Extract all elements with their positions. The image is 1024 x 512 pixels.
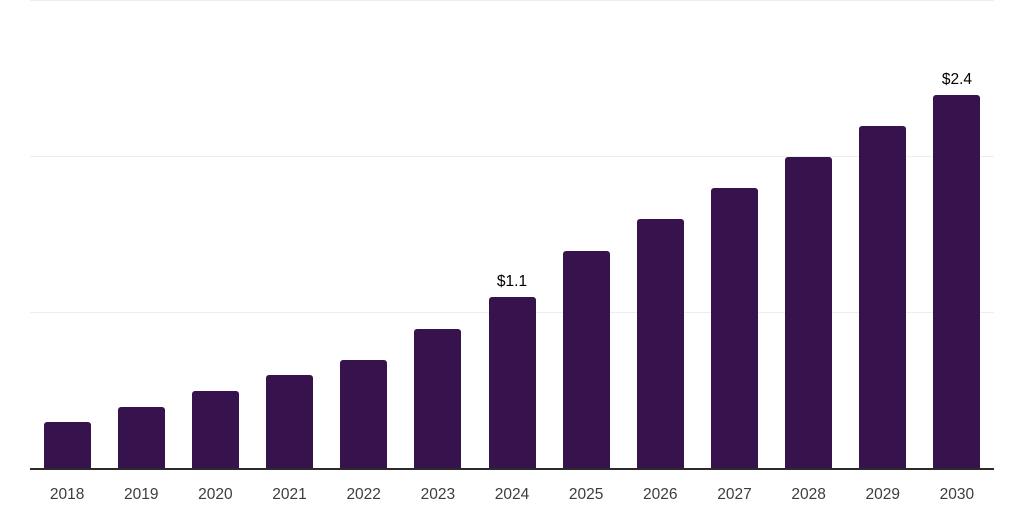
x-tick-label-2022: 2022 bbox=[346, 486, 381, 503]
gridline bbox=[30, 0, 994, 1]
x-tick-label-2021: 2021 bbox=[272, 486, 307, 503]
bar-2023 bbox=[414, 328, 462, 469]
x-tick-label-2023: 2023 bbox=[420, 486, 456, 503]
bar-2022 bbox=[340, 359, 388, 469]
x-axis-line bbox=[30, 468, 994, 470]
bar-2028 bbox=[785, 157, 833, 469]
x-tick-label-2019: 2019 bbox=[123, 486, 159, 503]
bar-2024 bbox=[488, 297, 536, 469]
bar-2018 bbox=[43, 422, 91, 469]
x-tick-label-2024: 2024 bbox=[494, 486, 530, 503]
bar-2021 bbox=[266, 375, 314, 469]
bar-2027 bbox=[710, 188, 758, 469]
bar-2029 bbox=[859, 125, 907, 469]
bar-value-label-2024: $1.1 bbox=[496, 273, 528, 291]
bar-2025 bbox=[562, 250, 610, 469]
bar-2019 bbox=[117, 406, 165, 469]
x-tick-label-2020: 2020 bbox=[198, 486, 233, 503]
x-tick-label-2026: 2026 bbox=[643, 486, 678, 503]
x-tick-label-2028: 2028 bbox=[791, 486, 826, 503]
bar-2026 bbox=[636, 219, 684, 469]
bar-value-label-2030: $2.4 bbox=[941, 70, 972, 88]
x-tick-label-2027: 2027 bbox=[717, 486, 752, 503]
gridline bbox=[30, 156, 994, 157]
x-tick-label-2029: 2029 bbox=[865, 486, 900, 503]
bar-2030 bbox=[933, 94, 981, 469]
bar-2020 bbox=[191, 391, 239, 469]
x-tick-label-2018: 2018 bbox=[49, 486, 85, 503]
x-tick-label-2025: 2025 bbox=[568, 486, 604, 503]
x-tick-label-2030: 2030 bbox=[939, 486, 975, 503]
